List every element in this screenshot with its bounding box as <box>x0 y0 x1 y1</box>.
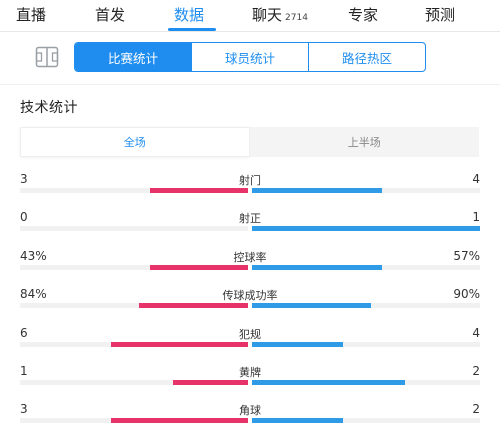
home-bar-track <box>20 380 248 385</box>
stats-subtabs: 比赛统计 球员统计 路径热区 <box>74 42 426 72</box>
stat-home-value: 84% <box>20 287 47 301</box>
nav-divider <box>0 31 500 32</box>
home-bar-track <box>20 265 248 270</box>
subtab-match-stats[interactable]: 比赛统计 <box>75 43 191 71</box>
away-bar-track <box>252 265 480 270</box>
tab-prediction[interactable]: 预测 <box>425 6 456 24</box>
away-bar-track <box>252 188 480 193</box>
stat-label: 控球率 <box>233 251 267 264</box>
stat-home-value: 43% <box>20 249 47 263</box>
away-bar-track <box>252 342 480 347</box>
stat-label: 射正 <box>239 212 261 225</box>
stat-away-value: 1 <box>472 210 480 224</box>
chat-count: 2714 <box>285 13 308 23</box>
tab-lineup[interactable]: 首发 <box>95 6 126 24</box>
away-bar <box>252 188 382 193</box>
home-bar <box>111 418 248 423</box>
stat-row-shots-on-target: 0 射正 1 <box>0 210 500 232</box>
stat-row-yellow-cards: 1 黄牌 2 <box>0 364 500 386</box>
stat-away-value: 4 <box>472 326 480 340</box>
active-tab-indicator <box>168 28 216 31</box>
stat-away-value: 90% <box>453 287 480 301</box>
tab-live[interactable]: 直播 <box>16 6 47 24</box>
away-bar <box>252 342 344 347</box>
period-tab-full[interactable]: 全场 <box>20 127 250 157</box>
away-bar-track <box>252 226 480 231</box>
home-bar <box>149 188 248 193</box>
away-bar-track <box>252 380 480 385</box>
home-bar-track <box>20 342 248 347</box>
stat-away-value: 57% <box>453 249 480 263</box>
pitch-icon[interactable] <box>35 46 59 68</box>
stat-label: 犯规 <box>239 328 261 341</box>
home-bar <box>149 265 248 270</box>
tab-chat-label: 聊天 <box>252 6 283 24</box>
tab-chat[interactable]: 聊天 2714 <box>252 4 308 25</box>
stat-home-value: 3 <box>20 402 28 416</box>
stat-label: 黄牌 <box>239 366 261 379</box>
away-bar <box>252 418 344 423</box>
home-bar <box>172 380 248 385</box>
away-bar <box>252 380 405 385</box>
away-bar <box>252 303 371 308</box>
away-bar-track <box>252 418 480 423</box>
stat-row-possession: 43% 控球率 57% <box>0 249 500 271</box>
home-bar-track <box>20 188 248 193</box>
away-bar <box>252 226 480 231</box>
section-divider <box>0 84 500 85</box>
subtab-heat-zones[interactable]: 路径热区 <box>308 43 425 71</box>
period-tab-first-half[interactable]: 上半场 <box>249 127 479 157</box>
stat-home-value: 3 <box>20 172 28 186</box>
home-bar-track <box>20 226 248 231</box>
stat-away-value: 2 <box>472 402 480 416</box>
home-bar-track <box>20 303 248 308</box>
stat-away-value: 4 <box>472 172 480 186</box>
stat-row-shots: 3 射门 4 <box>0 172 500 194</box>
away-bar <box>252 265 382 270</box>
section-title: 技术统计 <box>20 100 78 116</box>
stat-row-pass-accuracy: 84% 传球成功率 90% <box>0 287 500 309</box>
stat-home-value: 0 <box>20 210 28 224</box>
stat-label: 传球成功率 <box>222 289 278 302</box>
period-tabs: 全场 上半场 <box>20 127 479 157</box>
stat-home-value: 6 <box>20 326 28 340</box>
tab-experts[interactable]: 专家 <box>348 6 379 24</box>
away-bar-track <box>252 303 480 308</box>
tab-data[interactable]: 数据 <box>174 6 205 24</box>
home-bar-track <box>20 418 248 423</box>
stat-home-value: 1 <box>20 364 28 378</box>
stat-away-value: 2 <box>472 364 480 378</box>
stat-row-corners: 3 角球 2 <box>0 402 500 424</box>
subtab-player-stats[interactable]: 球员统计 <box>191 43 308 71</box>
top-nav: 直播 首发 数据 聊天 2714 专家 预测 <box>0 0 500 32</box>
home-bar <box>138 303 248 308</box>
home-bar <box>111 342 248 347</box>
stat-row-fouls: 6 犯规 4 <box>0 326 500 348</box>
stat-label: 射门 <box>239 174 261 187</box>
stat-label: 角球 <box>239 404 261 417</box>
